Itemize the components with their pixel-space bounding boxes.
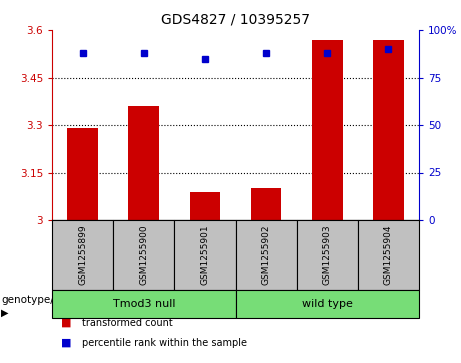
Bar (129, 106, 159, 220)
Text: GSM1255899: GSM1255899 (78, 225, 87, 285)
Bar (312, 40, 343, 220)
Text: GSM1255904: GSM1255904 (384, 225, 393, 285)
Bar (67, 128, 98, 220)
Text: GSM1255902: GSM1255902 (261, 225, 271, 285)
Text: ■: ■ (61, 338, 72, 348)
Text: percentile rank within the sample: percentile rank within the sample (82, 338, 247, 348)
Bar (251, 188, 281, 220)
Text: transformed count: transformed count (82, 318, 173, 328)
Text: GSM1255901: GSM1255901 (201, 225, 209, 285)
Text: GSM1255900: GSM1255900 (139, 225, 148, 285)
Title: GDS4827 / 10395257: GDS4827 / 10395257 (161, 12, 310, 26)
Text: GSM1255903: GSM1255903 (323, 225, 332, 285)
Text: wild type: wild type (302, 299, 353, 309)
Text: ▶: ▶ (1, 308, 8, 318)
Text: ■: ■ (61, 318, 72, 328)
Bar (189, 192, 220, 220)
Text: genotype/variation: genotype/variation (1, 295, 100, 305)
Bar (373, 40, 404, 220)
Text: Tmod3 null: Tmod3 null (112, 299, 175, 309)
